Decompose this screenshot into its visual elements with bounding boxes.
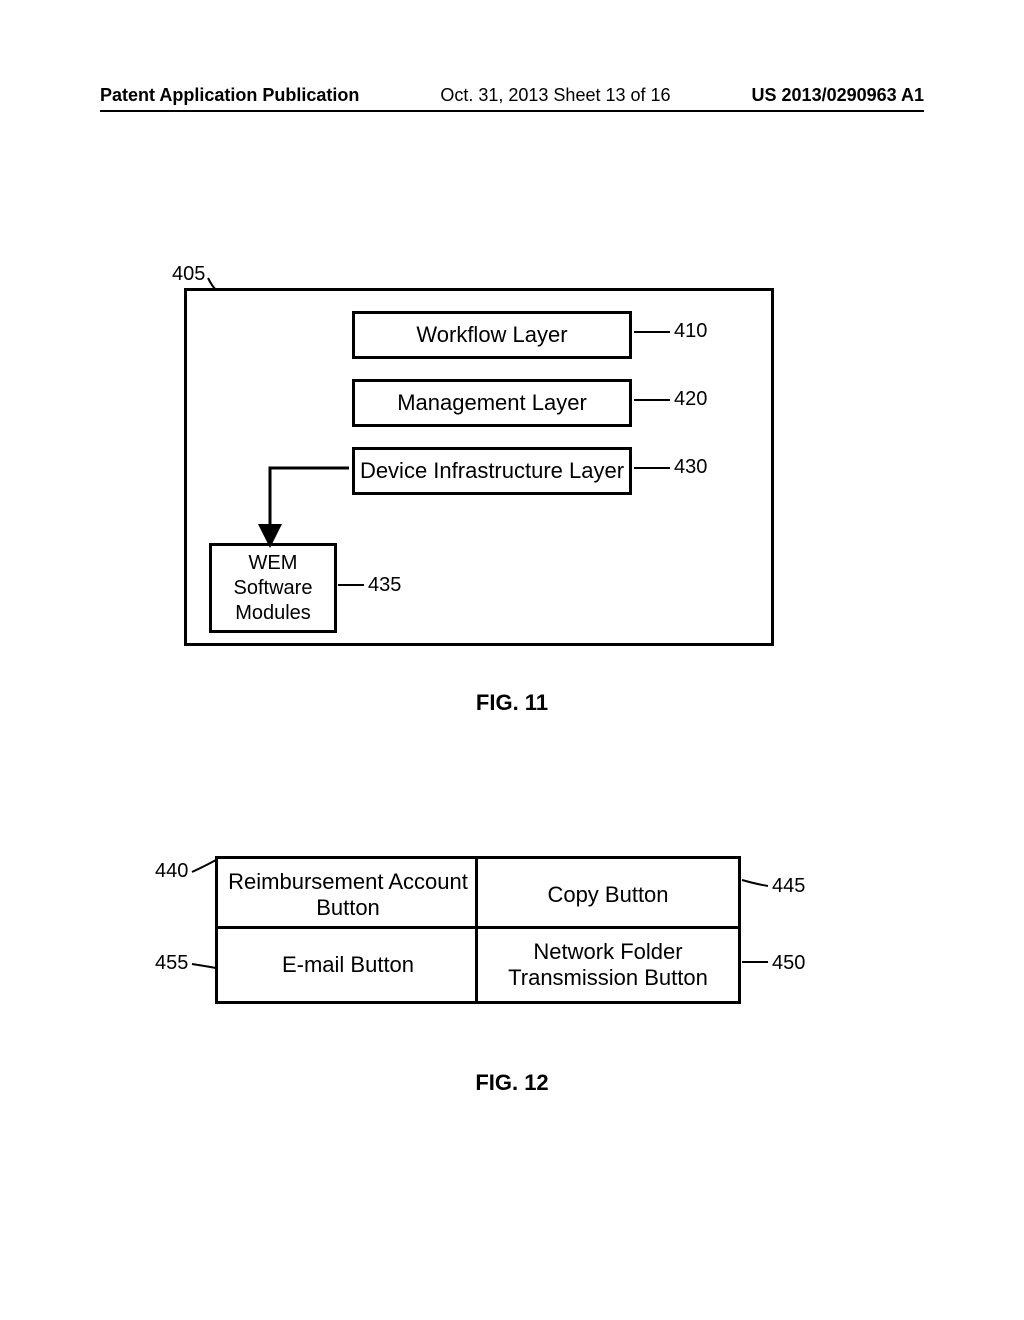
- publication-number: US 2013/0290963 A1: [752, 85, 924, 106]
- wem-software-modules-box: WEMSoftwareModules: [209, 543, 337, 633]
- leader-445: [742, 880, 768, 886]
- leader-455: [192, 964, 216, 968]
- network-folder-transmission-button-cell: Network FolderTransmission Button: [475, 926, 741, 1004]
- publication-type: Patent Application Publication: [100, 85, 359, 106]
- cell-label: E-mail Button: [282, 952, 414, 978]
- ref-455: 455: [155, 952, 188, 975]
- fig11-caption: FIG. 11: [0, 690, 1024, 716]
- device-infrastructure-layer-box: Device Infrastructure Layer: [352, 447, 632, 495]
- ref-420: 420: [674, 388, 707, 411]
- ref-450: 450: [772, 952, 805, 975]
- overlay-svg: [0, 0, 1024, 1320]
- email-button-cell: E-mail Button: [215, 926, 481, 1004]
- ref-410: 410: [674, 320, 707, 343]
- fig12-caption: FIG. 12: [0, 1070, 1024, 1096]
- page: Patent Application Publication Oct. 31, …: [0, 0, 1024, 1320]
- fig12-container: Reimbursement AccountButton Copy Button …: [215, 856, 741, 1004]
- leader-440: [192, 860, 216, 872]
- copy-button-cell: Copy Button: [475, 856, 741, 934]
- ref-445: 445: [772, 875, 805, 898]
- ref-430: 430: [674, 456, 707, 479]
- workflow-layer-box: Workflow Layer: [352, 311, 632, 359]
- cell-label: Reimbursement AccountButton: [228, 869, 468, 922]
- wem-label: WEMSoftwareModules: [234, 551, 313, 626]
- management-layer-box: Management Layer: [352, 379, 632, 427]
- patent-header: Patent Application Publication Oct. 31, …: [100, 82, 924, 112]
- date-sheet: Oct. 31, 2013 Sheet 13 of 16: [440, 85, 670, 106]
- cell-label: Network FolderTransmission Button: [508, 939, 708, 992]
- ref-405: 405: [172, 263, 205, 286]
- cell-label: Copy Button: [547, 882, 668, 908]
- ref-440: 440: [155, 860, 188, 883]
- reimbursement-account-button-cell: Reimbursement AccountButton: [215, 856, 481, 934]
- ref-435: 435: [368, 574, 401, 597]
